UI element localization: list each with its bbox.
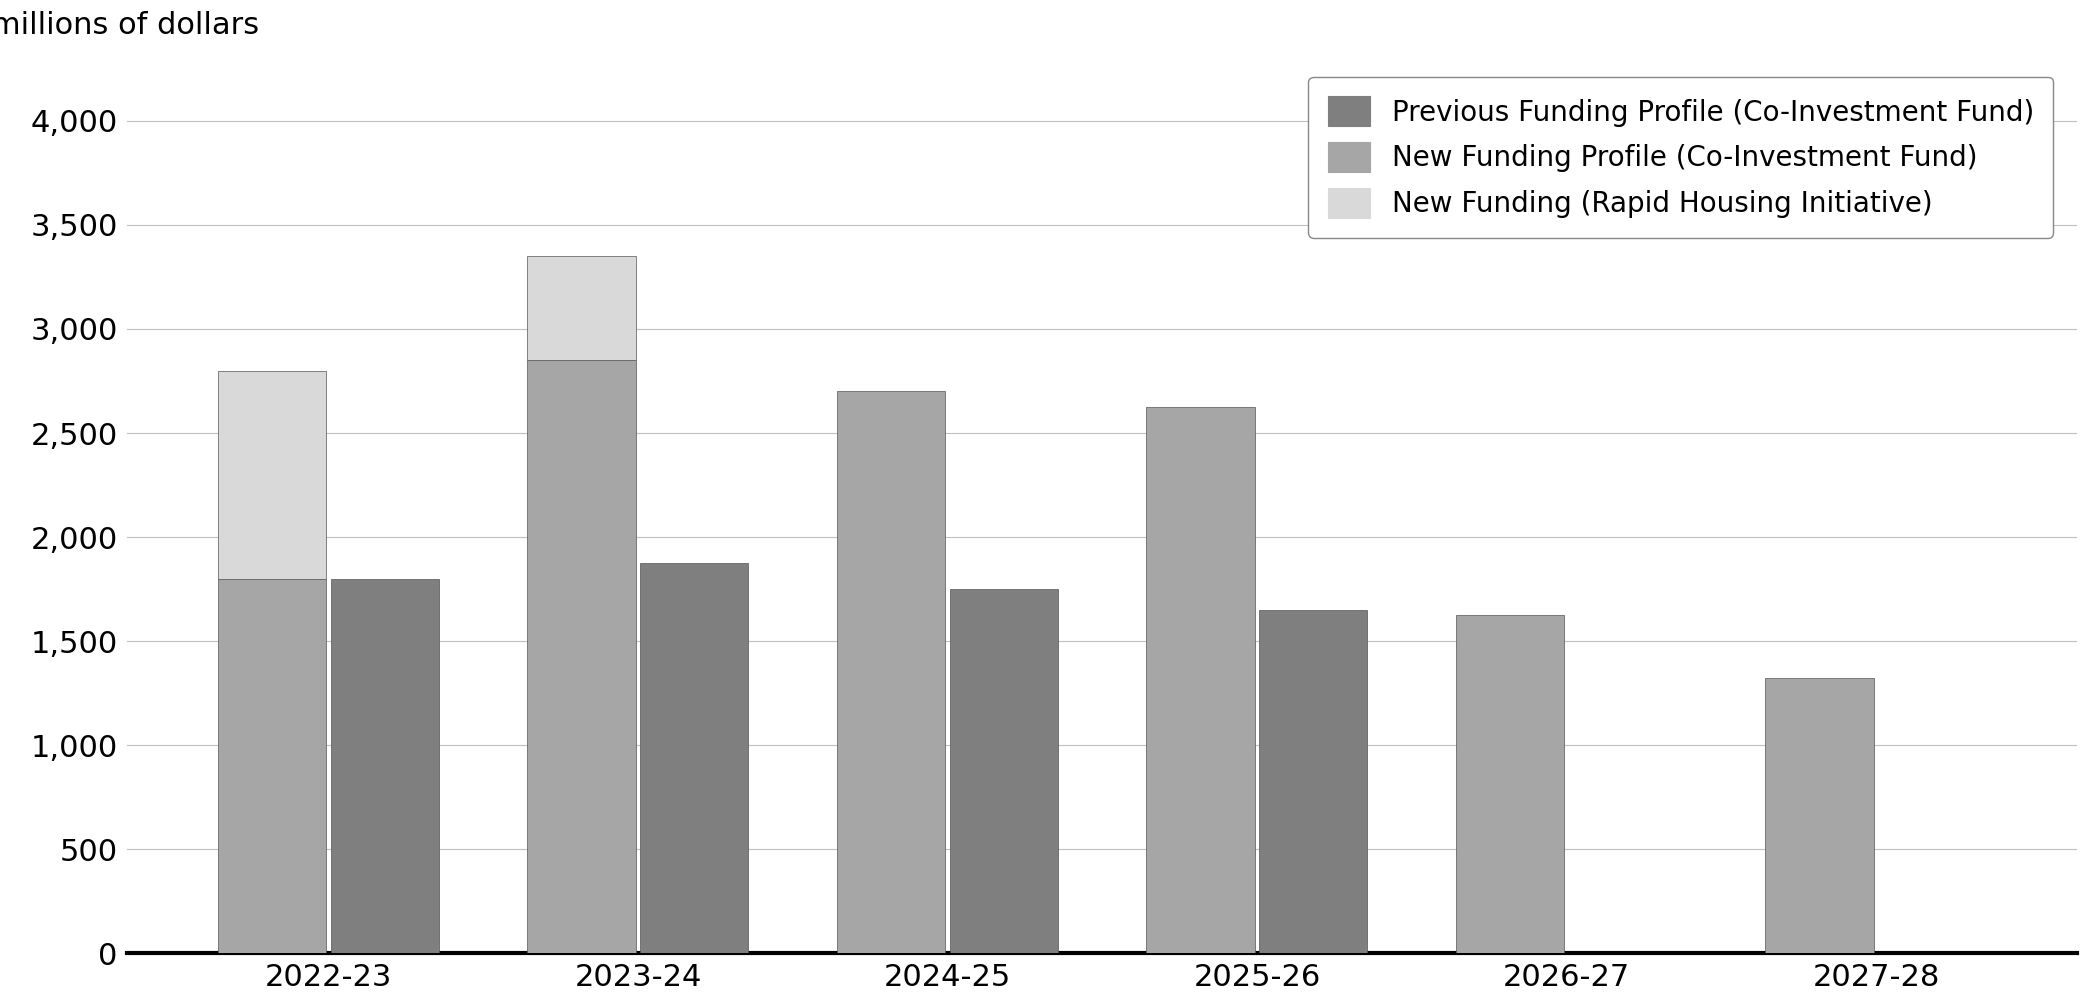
Bar xyxy=(217,370,326,578)
Bar xyxy=(949,590,1058,954)
Bar xyxy=(1259,610,1368,954)
Bar xyxy=(1146,407,1255,954)
Bar xyxy=(836,391,945,954)
Bar xyxy=(217,578,326,954)
Bar xyxy=(1455,615,1564,954)
Text: millions of dollars: millions of dollars xyxy=(0,11,259,40)
Legend: Previous Funding Profile (Co-Investment Fund), New Funding Profile (Co-Investmen: Previous Funding Profile (Co-Investment … xyxy=(1309,76,2053,237)
Bar xyxy=(527,360,636,954)
Bar xyxy=(640,563,749,954)
Bar xyxy=(1765,678,1874,954)
Bar xyxy=(527,257,636,360)
Bar xyxy=(330,578,439,954)
